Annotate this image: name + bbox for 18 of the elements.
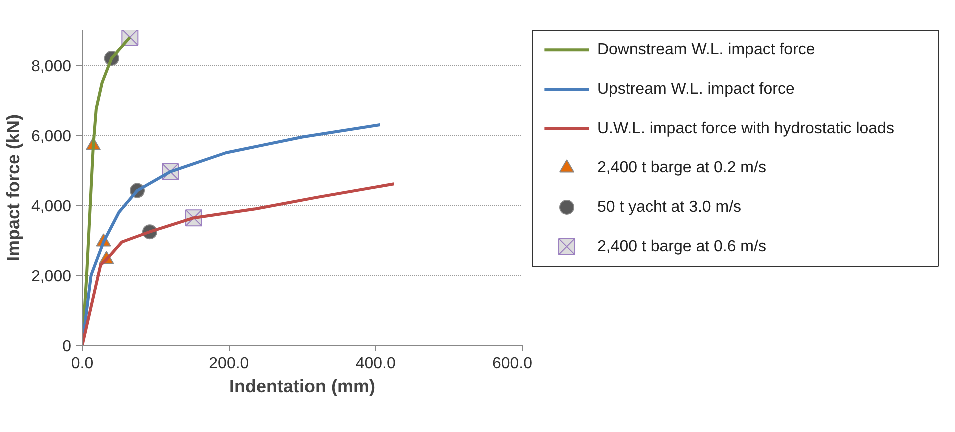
x-tick-label: 0.0 [71,356,94,372]
legend-label: Upstream W.L. impact force [597,81,795,98]
legend-label: 2,400 t barge at 0.6 m/s [597,238,766,256]
y-tick-label: 6,000 [31,128,72,146]
x-tick-label: 600.0 [492,356,533,372]
y-tick-label: 8,000 [31,58,72,76]
x-axis-title: Indentation (mm) [230,376,376,396]
x-tick-label: 200.0 [209,356,250,372]
legend-label: 2,400 t barge at 0.2 m/s [597,160,766,177]
legend-label: Downstream W.L. impact force [597,42,816,59]
x-tick-label: 400.0 [356,356,396,372]
y-axis-title: Impact force (kN) [3,114,24,262]
line-series [82,182,396,346]
legend-label: 50 t yacht at 3.0 m/s [597,199,742,216]
y-tick-label: 0 [62,338,72,356]
y-tick-label: 2,000 [31,268,72,286]
y-tick-label: 4,000 [31,198,72,216]
legend-label: U.W.L. impact force with hydrostatic loads [597,120,894,138]
